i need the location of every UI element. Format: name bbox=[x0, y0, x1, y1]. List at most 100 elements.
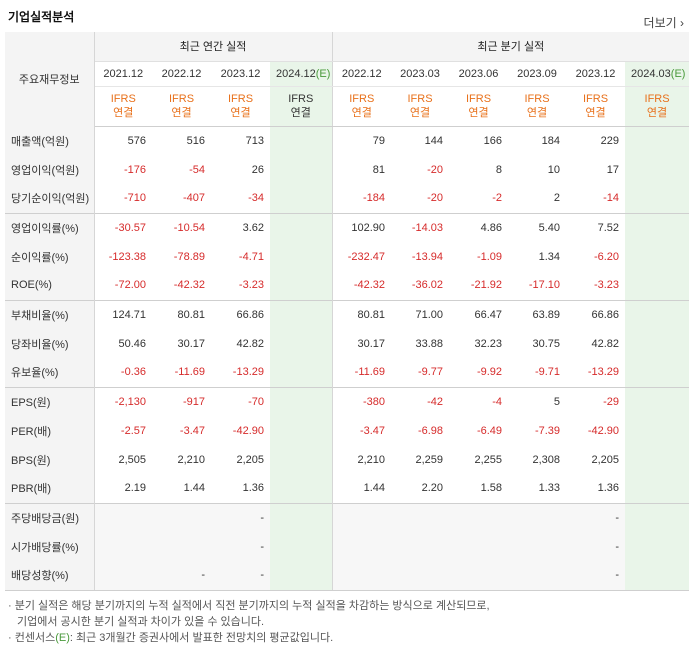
value-cell bbox=[270, 329, 333, 358]
value-cell: 2.20 bbox=[421, 482, 444, 495]
value-cell: -72.00 bbox=[114, 279, 146, 292]
ifrs-basis-label: IFRS 연결 bbox=[625, 86, 690, 127]
value-cell: 80.81 bbox=[332, 299, 392, 329]
value-cell: 4.86 bbox=[449, 212, 509, 242]
value-cell: 42.82 bbox=[591, 337, 620, 350]
value-cell bbox=[625, 502, 690, 532]
ifrs-basis-label: IFRS 연결 bbox=[94, 86, 152, 127]
table-row: BPS(원) 2,505 2,210 2,205 2,210 2,259 2,255 2,30… bbox=[5, 445, 690, 474]
value-cell: 17 bbox=[606, 163, 620, 176]
ifrs-basis-label: IFRS 연결 bbox=[211, 86, 270, 127]
chevron-right-icon: › bbox=[680, 16, 684, 30]
value-cell bbox=[508, 502, 567, 532]
value-cell: -54 bbox=[189, 163, 205, 176]
value-cell: 2,210 bbox=[357, 453, 386, 466]
value-cell bbox=[625, 532, 690, 561]
value-cell: -6.98 bbox=[417, 424, 444, 437]
value-cell: -13.29 bbox=[232, 366, 264, 379]
row-label: EPS(원) bbox=[5, 386, 95, 416]
ifrs-basis-label: IFRS 연결 bbox=[332, 86, 392, 127]
value-cell: -14.03 bbox=[391, 212, 450, 242]
row-label: PER(배) bbox=[5, 416, 95, 445]
value-cell: 144 bbox=[424, 134, 444, 147]
value-cell: -4 bbox=[449, 386, 509, 416]
value-cell bbox=[270, 386, 333, 416]
value-cell bbox=[94, 532, 152, 561]
footnotes: · 분기 실적은 해당 분기까지의 누적 실적에서 직전 분기까지의 누적 실적… bbox=[8, 598, 490, 646]
value-cell: -1.09 bbox=[476, 250, 503, 263]
value-cell bbox=[152, 532, 211, 561]
value-cell bbox=[625, 329, 690, 358]
value-cell: -13.94 bbox=[411, 250, 444, 263]
value-cell bbox=[625, 271, 690, 300]
value-cell: -14 bbox=[603, 192, 620, 205]
more-link[interactable]: 더보기 › bbox=[643, 16, 684, 30]
value-cell: 1.36 bbox=[597, 482, 620, 495]
value-cell: -42.32 bbox=[173, 279, 205, 292]
row-label: 순이익률(%) bbox=[5, 242, 95, 271]
value-cell: 2,308 bbox=[532, 453, 561, 466]
value-cell bbox=[152, 502, 211, 532]
value-cell: -36.02 bbox=[411, 279, 444, 292]
value-cell bbox=[625, 474, 690, 503]
value-cell: - bbox=[566, 532, 626, 561]
value-cell: -42.90 bbox=[232, 424, 264, 437]
value-cell: -6.20 bbox=[593, 250, 620, 263]
value-cell: -176 bbox=[123, 163, 146, 176]
value-cell: -7.39 bbox=[534, 424, 561, 437]
value-cell: 33.88 bbox=[415, 337, 444, 350]
period-header: 2023.12 bbox=[566, 61, 626, 87]
value-cell bbox=[625, 358, 690, 387]
value-cell: -2.57 bbox=[120, 424, 146, 437]
value-cell bbox=[508, 561, 567, 591]
value-cell bbox=[625, 416, 690, 445]
value-cell: 7.52 bbox=[566, 212, 626, 242]
value-cell: -2 bbox=[492, 192, 503, 205]
value-cell: -42.32 bbox=[353, 279, 386, 292]
annual-group-header: 최근 연간 실적 bbox=[94, 32, 333, 62]
value-cell: -20 bbox=[427, 163, 444, 176]
table-row: 당좌비율(%) 50.46 30.17 42.82 30.17 33.88 32.23 30.… bbox=[5, 329, 690, 358]
value-cell: 42.82 bbox=[236, 337, 264, 350]
value-cell: 1.36 bbox=[242, 482, 264, 495]
row-label: 당좌비율(%) bbox=[5, 329, 95, 358]
value-cell: 10 bbox=[547, 163, 561, 176]
row-label: PBR(배) bbox=[5, 474, 95, 503]
value-cell: -3.47 bbox=[179, 424, 205, 437]
value-cell bbox=[270, 474, 333, 503]
value-cell: -4.71 bbox=[238, 250, 264, 263]
value-cell: 71.00 bbox=[391, 299, 450, 329]
value-cell bbox=[270, 126, 333, 155]
value-cell: 124.71 bbox=[94, 299, 152, 329]
value-cell bbox=[270, 299, 333, 329]
row-label: 유보율(%) bbox=[5, 358, 95, 387]
value-cell bbox=[625, 184, 690, 213]
value-cell: 713 bbox=[245, 134, 264, 147]
period-header: 2024.03(E) bbox=[625, 61, 690, 87]
value-cell: 229 bbox=[600, 134, 620, 147]
ifrs-basis-label: IFRS 연결 bbox=[391, 86, 450, 127]
period-header: 2022.12 bbox=[152, 61, 211, 87]
value-cell bbox=[332, 532, 392, 561]
footnote-consensus: · 컨센서스(E): 최근 3개월간 증권사에서 발표한 전망치의 평균값입니다… bbox=[8, 632, 334, 644]
value-cell: 1.58 bbox=[480, 482, 503, 495]
period-header: 2023.09 bbox=[508, 61, 567, 87]
value-cell: 3.62 bbox=[211, 212, 270, 242]
value-cell bbox=[270, 212, 333, 242]
table-row: 주당배당금(원) - - bbox=[5, 502, 690, 532]
table-row: 부채비율(%) 124.71 80.81 66.86 80.81 71.00 66.47 63… bbox=[5, 299, 690, 329]
period-header: 2023.12 bbox=[211, 61, 270, 87]
row-label: ROE(%) bbox=[5, 271, 95, 300]
value-cell: 2,205 bbox=[236, 453, 264, 466]
value-cell bbox=[625, 386, 690, 416]
value-cell: -0.36 bbox=[120, 366, 146, 379]
value-cell: 102.90 bbox=[332, 212, 392, 242]
value-cell bbox=[270, 155, 333, 184]
value-cell: 80.81 bbox=[152, 299, 211, 329]
section-title: 기업실적분석 bbox=[8, 10, 75, 24]
value-cell: -184 bbox=[363, 192, 386, 205]
value-cell: -710 bbox=[123, 192, 146, 205]
value-cell bbox=[332, 561, 392, 591]
value-cell bbox=[625, 212, 690, 242]
value-cell bbox=[625, 126, 690, 155]
